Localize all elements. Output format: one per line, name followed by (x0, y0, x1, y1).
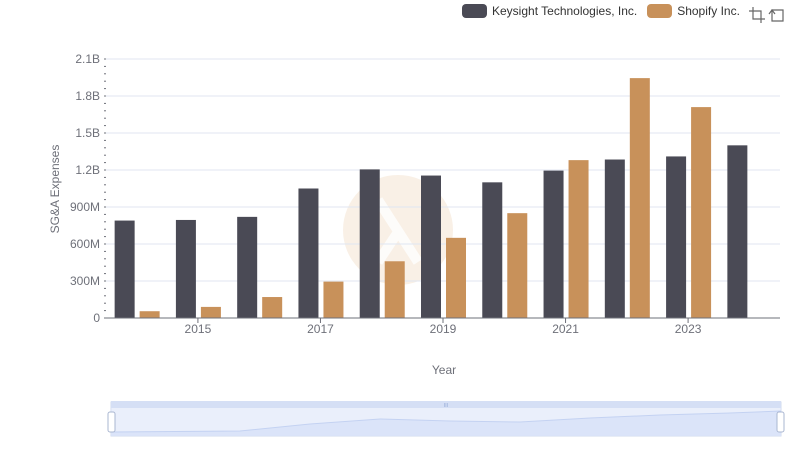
x-tick-label: 2021 (552, 322, 579, 336)
restore-icon[interactable] (768, 6, 786, 24)
y-axis-labels: 0 300M 600M 900M 1.2B 1.5B 1.8B 2.1B (70, 52, 100, 325)
datazoom-slider[interactable]: III (107, 401, 785, 437)
bar-shopify-2023[interactable] (691, 107, 712, 318)
legend-item-keysight[interactable]: Keysight Technologies, Inc. (462, 4, 637, 18)
bar-keysight-2021[interactable] (543, 170, 564, 318)
bar-shopify-2014[interactable] (139, 311, 160, 318)
x-tick-label: 2019 (430, 322, 457, 336)
datazoom-left-handle[interactable] (107, 411, 116, 433)
datazoom-move-handle[interactable]: III (444, 403, 448, 409)
gridlines (106, 58, 780, 282)
bar-keysight-2015[interactable] (175, 219, 196, 318)
x-axis-title: Year (432, 363, 456, 377)
y-tick-label: 1.8B (75, 89, 100, 103)
bar-shopify-2017[interactable] (323, 281, 344, 318)
x-axis-labels: 2015 2017 2019 2021 2023 (185, 318, 702, 336)
bar-shopify-2022[interactable] (629, 78, 650, 318)
x-tick-label: 2023 (675, 322, 702, 336)
bar-keysight-2024[interactable] (727, 145, 748, 318)
y-tick-label: 0 (93, 311, 100, 325)
bar-keysight-2023[interactable] (666, 156, 687, 318)
bar-shopify-2019[interactable] (446, 237, 466, 318)
legend-label-shopify: Shopify Inc. (677, 4, 740, 18)
legend-label-keysight: Keysight Technologies, Inc. (492, 4, 638, 18)
bar-shopify-2016[interactable] (262, 297, 283, 318)
bars (114, 78, 748, 319)
bar-shopify-2020[interactable] (507, 213, 528, 318)
bar-keysight-2018[interactable] (359, 169, 380, 318)
bar-keysight-2019[interactable] (421, 175, 441, 318)
datazoom-right-handle[interactable] (776, 411, 785, 433)
legend-swatch-keysight (462, 4, 487, 18)
y-tick-label: 600M (70, 237, 100, 251)
legend-item-shopify[interactable]: Shopify Inc. (647, 4, 740, 18)
datazoom-top-bar[interactable] (111, 401, 781, 408)
y-axis-title: SG&A Expenses (48, 145, 62, 234)
y-tick-label: 1.2B (75, 163, 100, 177)
legend: Keysight Technologies, Inc. Shopify Inc. (462, 4, 750, 18)
bar-keysight-2022[interactable] (604, 159, 625, 318)
bar-shopify-2018[interactable] (384, 261, 405, 318)
legend-swatch-shopify (647, 4, 673, 18)
y-tick-label: 2.1B (75, 52, 100, 66)
y-minor-ticks (104, 58, 106, 319)
bar-shopify-2015[interactable] (200, 306, 221, 318)
y-tick-label: 1.5B (75, 126, 100, 140)
y-tick-label: 300M (70, 274, 100, 288)
toolbox (746, 6, 786, 24)
x-tick-label: 2017 (307, 322, 334, 336)
bar-shopify-2021[interactable] (568, 160, 589, 318)
bar-keysight-2014[interactable] (114, 220, 135, 318)
y-tick-label: 900M (70, 200, 100, 214)
bar-keysight-2016[interactable] (237, 216, 258, 318)
zoom-icon[interactable] (748, 6, 766, 24)
bar-keysight-2020[interactable] (482, 182, 503, 318)
bar-keysight-2017[interactable] (298, 188, 319, 319)
x-tick-label: 2015 (185, 322, 212, 336)
